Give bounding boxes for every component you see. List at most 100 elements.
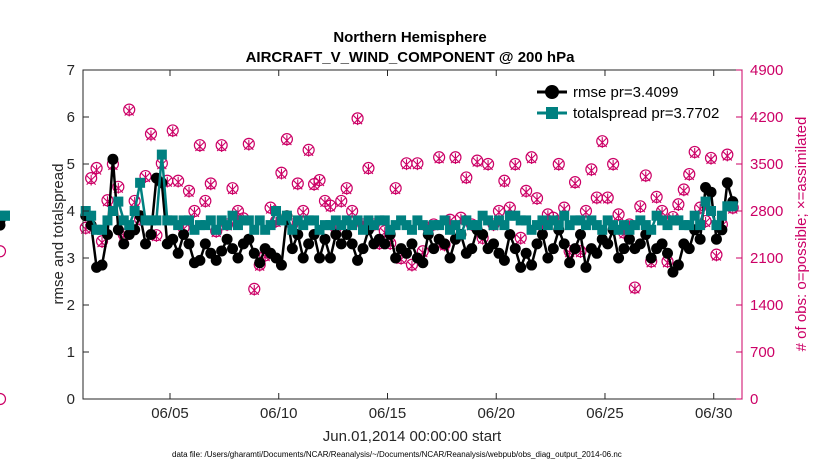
totalspread-point <box>118 215 129 226</box>
axes-layer: 0 1 2 3 4 5 6 7 0 700 1400 2100 2800 3500 4200 4900 06/0… <box>67 62 784 422</box>
totalspread-point <box>211 224 222 235</box>
totalspread-point <box>135 177 146 188</box>
totalspread-point <box>385 224 396 235</box>
rmse-point <box>178 229 190 240</box>
totalspread-point <box>624 224 635 235</box>
totalspread-point <box>167 215 178 226</box>
totalspread-point <box>260 224 271 235</box>
totalspread-point <box>673 215 684 226</box>
obs-assimilated-point <box>711 250 722 262</box>
rmse-point <box>96 259 108 271</box>
x-axis-label: Jun.01,2014 00:00:00 start <box>323 428 502 445</box>
legend-rmse-marker <box>545 85 559 99</box>
rmse-point <box>547 243 559 255</box>
totalspread-point <box>493 215 504 226</box>
rmse-point <box>330 229 342 240</box>
rmse-point <box>466 243 478 255</box>
rmse-point <box>520 247 532 259</box>
totalspread-point <box>461 215 472 226</box>
totalspread-point <box>477 210 488 221</box>
totalspread-point <box>542 220 553 231</box>
rmse-point <box>509 243 521 255</box>
totalspread-point <box>423 224 434 235</box>
totalspread-point <box>548 215 559 226</box>
totalspread-point <box>194 220 205 231</box>
totalspread-point <box>298 220 309 231</box>
rmse-point <box>167 233 179 245</box>
totalspread-point <box>706 206 717 216</box>
totalspread-point <box>314 224 325 235</box>
rmse-point <box>118 238 130 250</box>
obs-assimilated-point <box>510 159 521 171</box>
totalspread-point <box>281 210 292 221</box>
totalspread-point <box>390 220 401 231</box>
totalspread-point <box>602 215 613 226</box>
totalspread-point <box>591 220 602 231</box>
totalspread-point <box>303 215 314 226</box>
rmse-point <box>444 252 456 264</box>
rmse-point <box>248 247 260 259</box>
totalspread-point <box>445 224 456 235</box>
rmse-point <box>672 259 684 271</box>
y-tick-label-right: 3500 <box>750 156 783 173</box>
rmse-point <box>107 153 119 165</box>
y-tick-label-left: 6 <box>67 109 75 126</box>
totalspread-point <box>488 220 499 231</box>
totalspread-point <box>406 224 417 235</box>
obs-assimilated-point <box>586 165 597 177</box>
rmse-point <box>710 233 722 245</box>
rmse-point <box>275 259 287 271</box>
totalspread-point <box>711 220 722 231</box>
rmse-point <box>346 238 358 250</box>
rmse-point <box>634 238 646 250</box>
rmse-point <box>569 243 581 255</box>
obs-assimilated-point <box>249 284 260 296</box>
totalspread-point <box>86 210 97 221</box>
totalspread-point <box>189 224 200 235</box>
obs-assimilated-point <box>673 200 684 212</box>
obs-assimilated-point <box>200 196 211 208</box>
totalspread-point <box>439 215 450 226</box>
rmse-point <box>645 252 657 264</box>
totalspread-point <box>564 220 575 231</box>
obs-assimilated-point <box>608 159 619 171</box>
totalspread-point <box>515 215 526 226</box>
y-tick-label-left: 1 <box>67 344 75 361</box>
rmse-point <box>145 229 157 240</box>
rmse-point <box>221 233 233 245</box>
totalspread-point <box>684 220 695 231</box>
totalspread-point <box>722 201 733 212</box>
totalspread-point <box>657 215 668 226</box>
y-tick-label-left: 4 <box>67 203 75 220</box>
rmse-point <box>564 257 576 269</box>
rmse-point <box>575 229 587 240</box>
totalspread-point <box>232 220 243 231</box>
totalspread-point <box>716 210 727 221</box>
totalspread-point <box>129 206 140 216</box>
totalspread-point <box>417 220 428 231</box>
rmse-point <box>357 243 369 255</box>
rmse-point <box>183 238 195 250</box>
y-tick-label-right: 1400 <box>750 297 783 314</box>
totalspread-point <box>678 220 689 231</box>
totalspread-point <box>537 215 548 226</box>
series-layer <box>0 104 739 406</box>
obs-assimilated-point <box>434 153 445 165</box>
rmse-point <box>297 252 309 264</box>
obs-assimilated-point <box>706 153 716 165</box>
y-axis-label-right: # of obs: o=possible; ×=assimilated <box>793 117 810 352</box>
obs-assimilated-point <box>352 114 363 126</box>
obs-assimilated-point <box>499 176 510 188</box>
totalspread-point <box>472 220 483 231</box>
legend-spread-marker <box>546 107 558 119</box>
rmse-point <box>341 229 353 240</box>
obs-assimilated-point <box>298 206 309 218</box>
obs-assimilated-point <box>461 173 472 185</box>
obs-assimilated-point <box>526 153 537 165</box>
totalspread-point <box>662 220 673 231</box>
totalspread-point <box>635 215 646 226</box>
totalspread-point <box>140 215 151 226</box>
totalspread-point <box>205 215 216 226</box>
rmse-point <box>417 257 429 269</box>
rmse-point <box>335 238 347 250</box>
